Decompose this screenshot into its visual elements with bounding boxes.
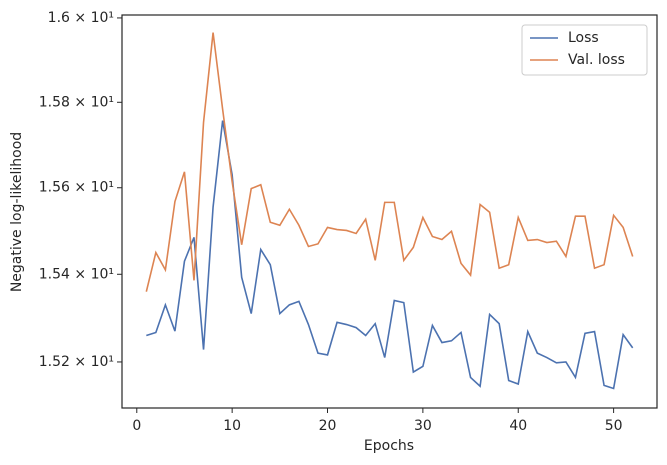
plot-frame [121,14,658,409]
series-line [146,120,634,390]
x-tick-label: 40 [509,418,527,434]
y-tick-label: 1.6 × 10¹ [48,10,114,26]
x-tick-label: 30 [414,418,432,434]
x-tick-label: 50 [605,418,623,434]
y-tick-label: 1.54 × 10¹ [39,266,114,282]
x-tick-label: 20 [319,418,337,434]
series-line [145,32,634,292]
y-tick-label: 1.52 × 10¹ [39,354,114,370]
y-tick-label: 1.58 × 10¹ [39,94,114,110]
x-axis-label: Epochs [364,438,414,454]
y-axis-label: Negative log-likelihood [9,132,25,292]
y-tick-label: 1.56 × 10¹ [39,180,114,196]
x-tick-label: 0 [132,418,141,434]
legend-label: Val. loss [568,52,625,68]
x-tick-label: 10 [223,418,241,434]
legend-label: Loss [568,30,599,46]
